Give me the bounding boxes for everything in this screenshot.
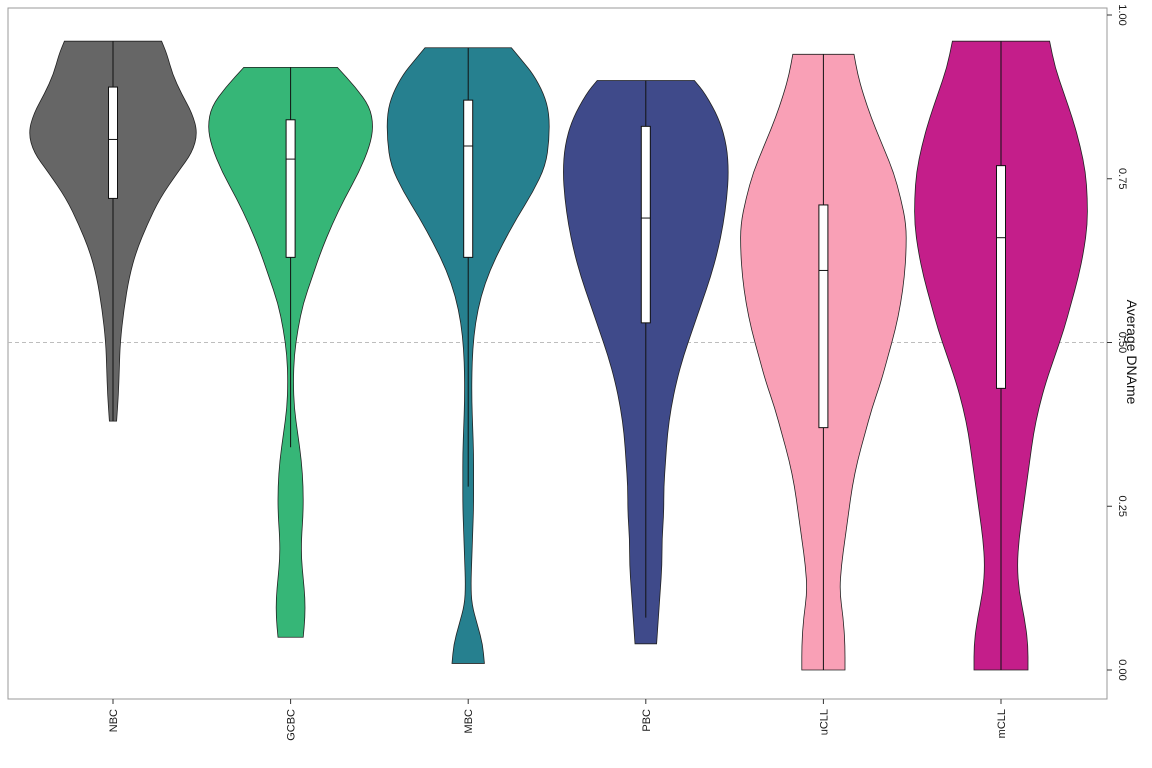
x-tick-label: uCLL (818, 709, 830, 735)
y-tick-label: 0.00 (1116, 659, 1128, 680)
iqr-box (818, 204, 829, 429)
y-tick-label: 0.75 (1116, 168, 1128, 189)
iqr-box (285, 119, 296, 258)
y-tick-label: 1.00 (1116, 4, 1128, 25)
y-tick-label: 0.50 (1116, 332, 1128, 353)
x-axis: NBC GCBC MBC PBC uCLL mCLL (108, 699, 1008, 741)
y-axis: 0.00 0.25 0.50 0.75 1.00 (1106, 4, 1128, 681)
x-tick-label: mCLL (996, 709, 1008, 738)
y-axis-title: Average DNAme (1124, 300, 1140, 405)
x-tick-label: MBC (463, 709, 475, 734)
violin-nbc (29, 40, 197, 422)
iqr-box (108, 86, 118, 199)
violin-ucll (740, 53, 907, 671)
violin-pbc (563, 80, 729, 645)
violin-mcll (914, 40, 1088, 671)
violin-mbc (386, 47, 550, 664)
x-tick-label: NBC (108, 709, 120, 732)
violins-group (29, 40, 1088, 671)
iqr-box (463, 99, 474, 258)
iqr-box (640, 125, 651, 324)
x-tick-label: PBC (641, 709, 653, 732)
y-tick-label: 0.25 (1116, 496, 1128, 517)
violin-gcbc (208, 67, 373, 638)
x-tick-label: GCBC (286, 709, 298, 741)
iqr-box (996, 165, 1006, 389)
